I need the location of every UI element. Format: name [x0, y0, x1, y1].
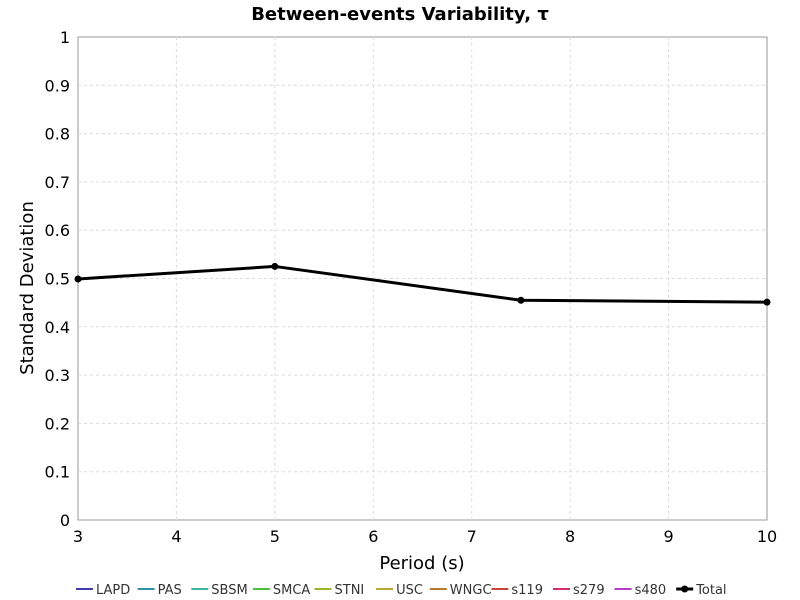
- x-axis-ticks: 3 4 5 6 7 8 9 10: [73, 527, 777, 546]
- legend-item-smca: SMCA: [252, 583, 311, 598]
- y-tick-label: 0.5: [45, 270, 70, 289]
- legend-item-usc: USC: [376, 583, 423, 598]
- legend-item-sbsm: SBSM: [191, 583, 248, 598]
- legend-item-pas: PAS: [137, 583, 182, 598]
- legend-label: s279: [573, 583, 605, 598]
- y-tick-label: 0.8: [45, 125, 70, 144]
- legend-label: LAPD: [96, 583, 130, 598]
- x-tick-label: 9: [663, 527, 673, 546]
- legend-label: s119: [511, 583, 543, 598]
- legend-label: USC: [396, 583, 423, 598]
- legend-item-s119: s119: [491, 583, 543, 598]
- legend-item-s279: s279: [553, 583, 605, 598]
- x-axis-label: Period (s): [379, 553, 464, 574]
- x-tick-label: 4: [171, 527, 181, 546]
- series-layer: [74, 262, 771, 306]
- legend-item-stni: STNI: [314, 583, 365, 598]
- legend-marker: [681, 585, 689, 593]
- y-axis-ticks: 0 0.1 0.2 0.3 0.4 0.5 0.6 0.7 0.8 0.9 1: [45, 28, 70, 530]
- y-tick-label: 1: [60, 28, 70, 47]
- y-tick-label: 0.6: [45, 221, 70, 240]
- chart-title: Between-events Variability, τ: [251, 4, 549, 25]
- legend-label: SMCA: [273, 583, 311, 598]
- legend-label: WNGC: [450, 583, 492, 598]
- x-tick-label: 3: [73, 527, 83, 546]
- y-tick-label: 0.7: [45, 173, 70, 192]
- y-tick-label: 0: [60, 511, 70, 530]
- x-tick-label: 6: [368, 527, 378, 546]
- legend-label: s480: [635, 583, 667, 598]
- legend: LAPD PAS SBSM SMCA STNI USC WNGC s119 s279 s480 To…: [76, 583, 727, 598]
- y-tick-label: 0.1: [45, 463, 70, 482]
- legend-label: Total: [695, 583, 726, 598]
- x-tick-label: 10: [757, 527, 777, 546]
- x-tick-label: 5: [270, 527, 280, 546]
- data-point-total: [74, 275, 82, 283]
- series-line-total: [77, 264, 768, 304]
- y-tick-label: 0.4: [45, 318, 70, 337]
- legend-item-s480: s480: [614, 583, 667, 598]
- data-point-total: [517, 296, 525, 304]
- legend-item-lapd: LAPD: [76, 583, 130, 598]
- y-axis-label: Standard Deviation: [17, 201, 38, 375]
- data-point-total: [271, 262, 279, 270]
- y-tick-label: 0.9: [45, 76, 70, 95]
- legend-item-wngc: WNGC: [429, 583, 492, 598]
- x-tick-label: 7: [467, 527, 477, 546]
- legend-label: PAS: [158, 583, 182, 598]
- legend-label: SBSM: [211, 583, 247, 598]
- legend-label: STNI: [335, 583, 365, 598]
- y-tick-label: 0.3: [45, 366, 70, 385]
- legend-item-total: Total: [676, 583, 727, 598]
- data-point-total: [763, 298, 771, 306]
- x-tick-label: 8: [565, 527, 575, 546]
- y-tick-label: 0.2: [45, 414, 70, 433]
